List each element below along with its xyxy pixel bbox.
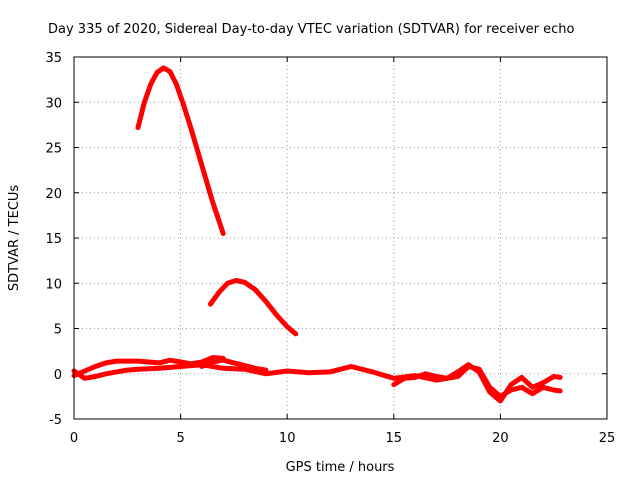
series-arc-5 <box>199 357 269 373</box>
grid <box>74 57 607 419</box>
series-arc-1 <box>135 65 226 236</box>
y-tick-label: 25 <box>45 142 62 157</box>
x-tick-label: 25 <box>599 431 616 446</box>
x-tick-label: 15 <box>386 431 403 446</box>
plot-frame <box>73 56 608 420</box>
y-tick-label: -5 <box>49 413 62 428</box>
y-tick-label: 10 <box>45 277 62 292</box>
y-tick-label: 20 <box>45 187 62 202</box>
x-tick-label: 5 <box>176 431 184 446</box>
x-tick-label: 0 <box>70 431 78 446</box>
axes: 0 5 10 15 20 25 -5 0 5 10 15 20 25 30 35 <box>45 51 615 446</box>
y-tick-label: 0 <box>54 368 62 383</box>
y-tick-label: 35 <box>45 51 62 66</box>
x-tick-label: 20 <box>492 431 509 446</box>
y-tick-label: 15 <box>45 232 62 247</box>
x-axis-label: GPS time / hours <box>286 460 395 475</box>
series-arc-6 <box>391 362 563 404</box>
series-arc-2 <box>207 278 299 337</box>
chart-title: Day 335 of 2020, Sidereal Day-to-day VTE… <box>48 22 575 37</box>
series-group <box>71 65 563 404</box>
y-tick-label: 5 <box>54 323 62 338</box>
y-axis-label: SDTVAR / TECUs <box>7 185 22 292</box>
x-tick-label: 10 <box>279 431 296 446</box>
y-tick-label: 30 <box>45 96 62 111</box>
